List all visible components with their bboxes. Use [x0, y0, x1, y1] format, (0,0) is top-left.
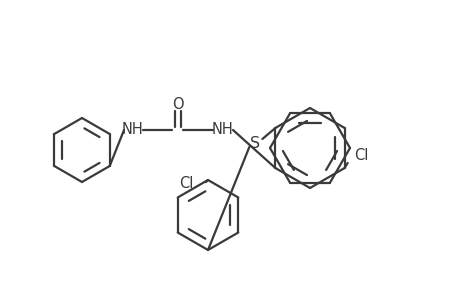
Text: NH: NH: [122, 122, 144, 137]
Text: O: O: [172, 97, 184, 112]
Text: S: S: [250, 136, 260, 151]
Text: NH: NH: [212, 122, 233, 137]
Text: Cl: Cl: [179, 176, 194, 191]
Text: Cl: Cl: [353, 148, 367, 164]
